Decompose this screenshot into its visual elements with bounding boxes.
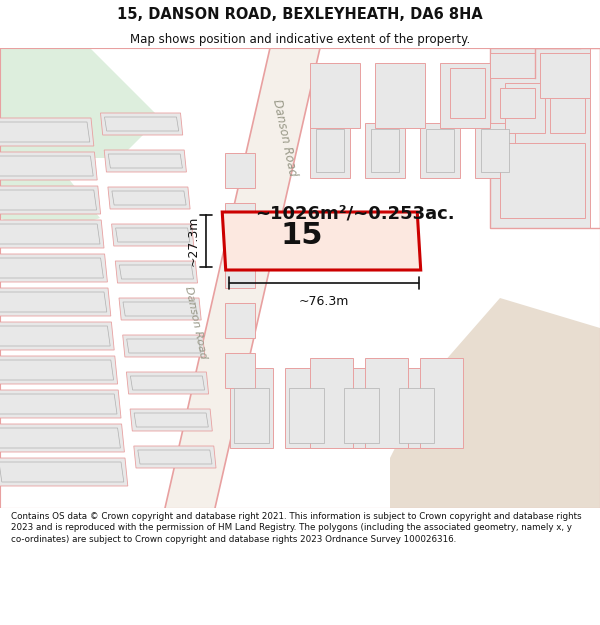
- Polygon shape: [0, 322, 114, 350]
- Bar: [365, 358, 408, 448]
- Polygon shape: [123, 335, 205, 357]
- Bar: [481, 129, 509, 172]
- Bar: [399, 388, 434, 443]
- Polygon shape: [0, 424, 124, 452]
- Polygon shape: [222, 212, 421, 270]
- Bar: [420, 358, 463, 448]
- Polygon shape: [119, 298, 201, 320]
- Polygon shape: [0, 168, 100, 238]
- Polygon shape: [0, 258, 103, 278]
- Polygon shape: [127, 339, 201, 353]
- Bar: [426, 129, 454, 172]
- Bar: [310, 123, 350, 178]
- Polygon shape: [127, 372, 209, 394]
- Text: ~1026m²/~0.253ac.: ~1026m²/~0.253ac.: [255, 204, 455, 222]
- Polygon shape: [0, 190, 97, 210]
- Bar: [289, 388, 324, 443]
- Text: 15, DANSON ROAD, BEXLEYHEATH, DA6 8HA: 15, DANSON ROAD, BEXLEYHEATH, DA6 8HA: [117, 8, 483, 22]
- Bar: [375, 63, 425, 128]
- Bar: [225, 203, 255, 238]
- Polygon shape: [0, 428, 121, 448]
- Polygon shape: [0, 122, 90, 142]
- Polygon shape: [0, 186, 101, 214]
- Bar: [230, 368, 273, 448]
- Polygon shape: [123, 302, 197, 316]
- Bar: [225, 153, 255, 188]
- Polygon shape: [0, 220, 104, 248]
- Polygon shape: [0, 356, 118, 384]
- Bar: [371, 129, 399, 172]
- Polygon shape: [101, 113, 182, 135]
- Bar: [344, 388, 379, 443]
- Polygon shape: [130, 409, 212, 431]
- Polygon shape: [104, 117, 179, 131]
- Bar: [505, 83, 545, 133]
- Bar: [310, 358, 353, 448]
- Polygon shape: [119, 265, 193, 279]
- Polygon shape: [0, 152, 97, 180]
- Text: 15: 15: [280, 221, 323, 251]
- Polygon shape: [134, 413, 208, 427]
- Bar: [310, 63, 360, 128]
- Bar: [395, 368, 438, 448]
- Text: ~27.3m: ~27.3m: [187, 216, 200, 266]
- Polygon shape: [0, 288, 111, 316]
- Bar: [490, 53, 535, 78]
- Polygon shape: [0, 156, 93, 176]
- Polygon shape: [0, 326, 110, 346]
- Bar: [420, 123, 460, 178]
- Bar: [500, 88, 535, 118]
- Text: Map shows position and indicative extent of the property.: Map shows position and indicative extent…: [130, 32, 470, 46]
- Bar: [225, 253, 255, 288]
- Polygon shape: [0, 292, 107, 312]
- Polygon shape: [134, 446, 216, 468]
- Polygon shape: [0, 394, 117, 414]
- Bar: [540, 53, 590, 98]
- Polygon shape: [0, 458, 128, 486]
- Polygon shape: [0, 48, 160, 158]
- Text: ~76.3m: ~76.3m: [299, 295, 349, 308]
- Text: Contains OS data © Crown copyright and database right 2021. This information is : Contains OS data © Crown copyright and d…: [11, 511, 581, 544]
- Polygon shape: [0, 118, 94, 146]
- Polygon shape: [0, 254, 107, 282]
- Polygon shape: [115, 261, 197, 283]
- Polygon shape: [0, 462, 124, 482]
- Polygon shape: [116, 228, 190, 242]
- Polygon shape: [108, 187, 190, 209]
- Bar: [475, 123, 515, 178]
- Bar: [225, 303, 255, 338]
- Bar: [550, 83, 585, 133]
- Polygon shape: [165, 48, 320, 508]
- Bar: [365, 123, 405, 178]
- Polygon shape: [0, 360, 113, 380]
- Polygon shape: [108, 154, 182, 168]
- Polygon shape: [490, 48, 590, 228]
- Bar: [225, 353, 255, 388]
- Bar: [316, 129, 344, 172]
- Polygon shape: [130, 376, 205, 390]
- Bar: [450, 68, 485, 118]
- Bar: [500, 143, 585, 218]
- Bar: [234, 388, 269, 443]
- Polygon shape: [390, 298, 600, 508]
- Polygon shape: [112, 224, 194, 246]
- Text: Danson Road: Danson Road: [184, 286, 209, 360]
- Polygon shape: [0, 390, 121, 418]
- Polygon shape: [104, 150, 187, 172]
- Bar: [440, 63, 490, 128]
- Polygon shape: [112, 191, 186, 205]
- Bar: [340, 368, 383, 448]
- Bar: [285, 368, 328, 448]
- Text: Danson Road: Danson Road: [271, 98, 299, 178]
- Polygon shape: [0, 224, 100, 244]
- Polygon shape: [138, 450, 212, 464]
